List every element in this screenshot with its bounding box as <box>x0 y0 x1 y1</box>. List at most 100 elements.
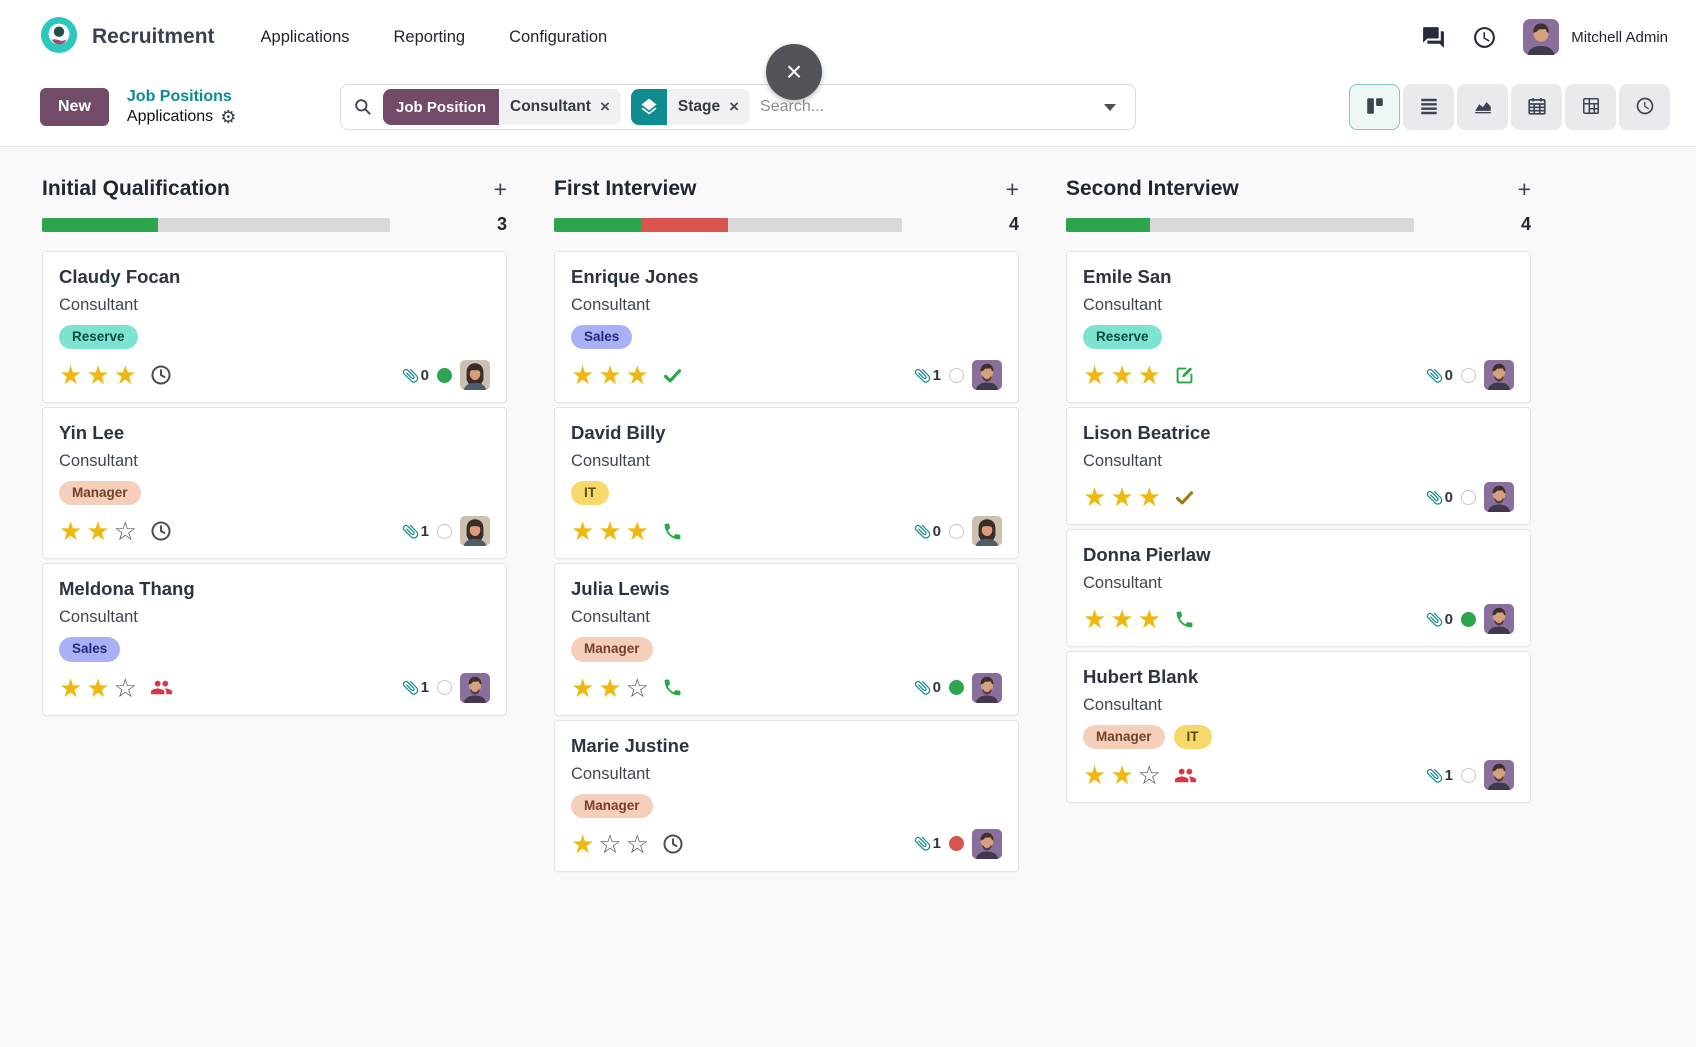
kanban-card[interactable]: Emile San Consultant Reserve ★ ★ ★ 0 <box>1066 251 1531 404</box>
kanban-card[interactable]: Julia Lewis Consultant Manager ★ ★ ☆ 0 <box>554 563 1019 716</box>
view-activity-button[interactable] <box>1619 84 1670 130</box>
star-filled-icon[interactable]: ★ <box>1110 760 1134 791</box>
close-overlay-button[interactable]: × <box>766 44 822 100</box>
progress-segment-danger[interactable] <box>641 217 728 232</box>
clock-icon[interactable] <box>662 833 684 855</box>
search-facet-stage[interactable]: Stage × <box>630 89 751 125</box>
star-filled-icon[interactable]: ★ <box>86 672 110 703</box>
kanban-card[interactable]: Lison Beatrice Consultant ★ ★ ★ 0 <box>1066 407 1531 526</box>
column-progressbar[interactable] <box>42 217 390 232</box>
star-empty-icon[interactable]: ☆ <box>1137 760 1161 791</box>
card-avatar[interactable] <box>460 516 490 547</box>
kanban-state-icon[interactable] <box>1461 611 1476 627</box>
star-filled-icon[interactable]: ★ <box>598 672 622 703</box>
column-progressbar[interactable] <box>1066 217 1414 232</box>
card-avatar[interactable] <box>972 360 1002 391</box>
user-menu[interactable]: Mitchell Admin <box>1523 19 1668 55</box>
card-avatar[interactable] <box>1484 360 1514 391</box>
star-filled-icon[interactable]: ★ <box>1083 760 1107 791</box>
view-calendar-button[interactable] <box>1511 84 1562 130</box>
edit-icon[interactable] <box>1174 365 1195 386</box>
app-switcher[interactable]: Recruitment <box>40 16 215 59</box>
card-avatar[interactable] <box>460 672 490 703</box>
star-empty-icon[interactable]: ☆ <box>625 828 649 859</box>
star-empty-icon[interactable]: ☆ <box>598 828 622 859</box>
search-facet-job-position[interactable]: Job Position Consultant × <box>383 89 621 125</box>
activities-clock-icon[interactable] <box>1472 25 1497 50</box>
users-icon[interactable] <box>1174 764 1197 787</box>
messages-icon[interactable] <box>1421 25 1446 50</box>
phone-icon[interactable] <box>662 521 683 542</box>
star-filled-icon[interactable]: ★ <box>625 360 649 391</box>
phone-icon[interactable] <box>662 677 683 698</box>
star-filled-icon[interactable]: ★ <box>59 360 83 391</box>
kanban-card[interactable]: Yin Lee Consultant Manager ★ ★ ☆ 1 <box>42 407 507 560</box>
star-filled-icon[interactable]: ★ <box>59 516 83 547</box>
kanban-state-icon[interactable] <box>949 523 964 539</box>
star-filled-icon[interactable]: ★ <box>571 516 595 547</box>
kanban-state-icon[interactable] <box>949 367 964 383</box>
card-avatar[interactable] <box>1484 604 1514 635</box>
column-add-button[interactable]: + <box>1006 177 1019 201</box>
star-filled-icon[interactable]: ★ <box>1137 482 1161 513</box>
menu-reporting[interactable]: Reporting <box>393 27 466 46</box>
clock-icon[interactable] <box>150 364 172 386</box>
check-icon[interactable] <box>1174 487 1195 508</box>
view-pivot-button[interactable] <box>1565 84 1616 130</box>
kanban-card[interactable]: Marie Justine Consultant Manager ★ ☆ ☆ 1 <box>554 719 1019 872</box>
card-avatar[interactable] <box>972 828 1002 859</box>
star-filled-icon[interactable]: ★ <box>598 360 622 391</box>
search-bar[interactable]: Job Position Consultant × Stage × <box>340 84 1136 130</box>
star-filled-icon[interactable]: ★ <box>571 672 595 703</box>
facet-remove-icon[interactable]: × <box>599 97 610 116</box>
kanban-card[interactable]: Meldona Thang Consultant Sales ★ ★ ☆ 1 <box>42 563 507 716</box>
kanban-card[interactable]: Enrique Jones Consultant Sales ★ ★ ★ 1 <box>554 251 1019 404</box>
clock-icon[interactable] <box>150 520 172 542</box>
star-filled-icon[interactable]: ★ <box>1137 604 1161 635</box>
star-filled-icon[interactable]: ★ <box>571 360 595 391</box>
kanban-state-icon[interactable] <box>949 836 964 852</box>
search-dropdown-caret[interactable] <box>1091 89 1129 125</box>
new-button[interactable]: New <box>40 88 109 126</box>
kanban-state-icon[interactable] <box>1461 367 1476 383</box>
star-filled-icon[interactable]: ★ <box>113 360 137 391</box>
kanban-state-icon[interactable] <box>949 680 964 696</box>
star-empty-icon[interactable]: ☆ <box>113 516 137 547</box>
star-filled-icon[interactable]: ★ <box>625 516 649 547</box>
star-filled-icon[interactable]: ★ <box>571 828 595 859</box>
progress-segment-success[interactable] <box>554 217 641 232</box>
search-input[interactable] <box>760 98 1091 116</box>
progress-segment-success[interactable] <box>1066 217 1150 232</box>
star-filled-icon[interactable]: ★ <box>1083 360 1107 391</box>
check-icon[interactable] <box>662 365 683 386</box>
kanban-state-icon[interactable] <box>1461 489 1476 505</box>
view-graph-button[interactable] <box>1457 84 1508 130</box>
star-filled-icon[interactable]: ★ <box>1083 482 1107 513</box>
column-add-button[interactable]: + <box>1518 177 1531 201</box>
star-empty-icon[interactable]: ☆ <box>625 672 649 703</box>
card-avatar[interactable] <box>1484 760 1514 791</box>
star-filled-icon[interactable]: ★ <box>1110 604 1134 635</box>
card-avatar[interactable] <box>972 516 1002 547</box>
facet-remove-icon[interactable]: × <box>729 97 740 116</box>
kanban-state-icon[interactable] <box>437 523 452 539</box>
kanban-card[interactable]: Hubert Blank Consultant Manager IT ★ ★ ☆ 1 <box>1066 651 1531 804</box>
card-avatar[interactable] <box>1484 482 1514 513</box>
star-filled-icon[interactable]: ★ <box>598 516 622 547</box>
column-progressbar[interactable] <box>554 217 902 232</box>
star-filled-icon[interactable]: ★ <box>86 516 110 547</box>
breadcrumb-job-positions[interactable]: Job Positions <box>126 88 232 105</box>
kanban-state-icon[interactable] <box>437 367 452 383</box>
kanban-card[interactable]: Claudy Focan Consultant Reserve ★ ★ ★ 0 <box>42 251 507 404</box>
menu-applications[interactable]: Applications <box>260 27 350 46</box>
star-filled-icon[interactable]: ★ <box>86 360 110 391</box>
star-filled-icon[interactable]: ★ <box>1110 482 1134 513</box>
gear-icon[interactable]: ⚙ <box>220 107 237 127</box>
view-list-button[interactable] <box>1403 84 1454 130</box>
kanban-card[interactable]: David Billy Consultant IT ★ ★ ★ 0 <box>554 407 1019 560</box>
view-kanban-button[interactable] <box>1349 84 1400 130</box>
kanban-state-icon[interactable] <box>1461 767 1476 783</box>
menu-configuration[interactable]: Configuration <box>509 27 608 46</box>
column-add-button[interactable]: + <box>494 177 507 201</box>
card-avatar[interactable] <box>460 360 490 391</box>
